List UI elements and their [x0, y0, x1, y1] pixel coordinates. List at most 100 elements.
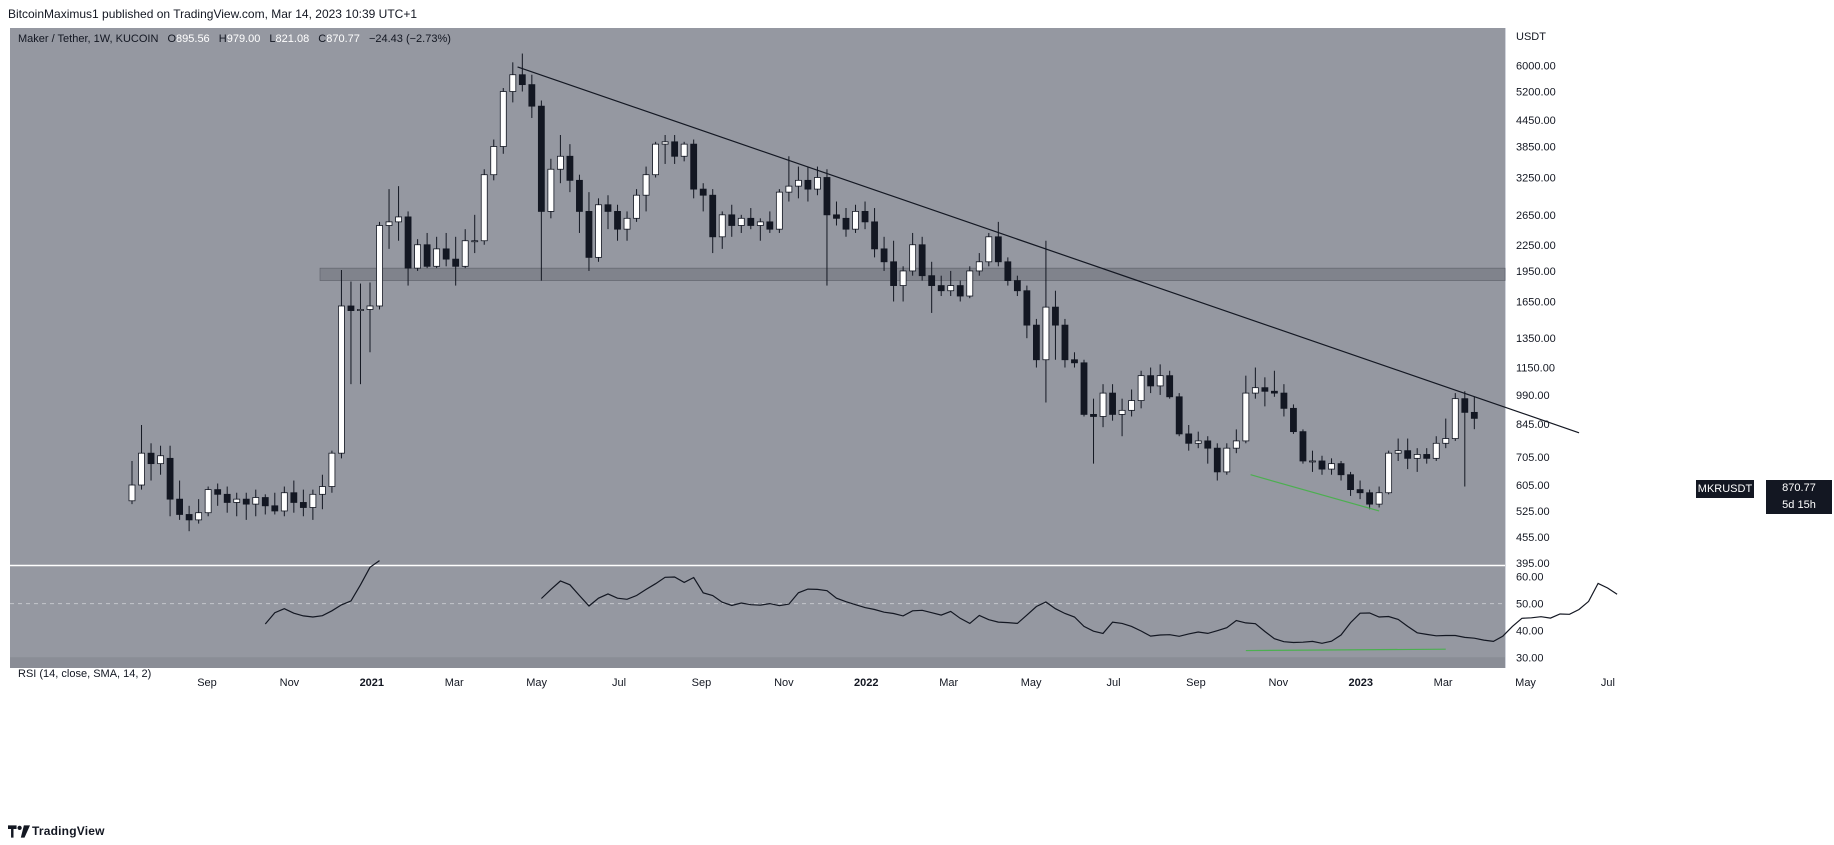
candle-down	[671, 141, 679, 157]
candle-down	[347, 305, 355, 311]
candle-up	[461, 240, 469, 267]
close-value: 870.77	[326, 33, 360, 45]
candle-up	[1118, 409, 1126, 415]
candle-down	[928, 275, 936, 286]
candle-down	[861, 211, 869, 223]
candle-down	[747, 217, 755, 226]
candle-up	[1128, 400, 1135, 411]
symbol-legend[interactable]: Maker / Tether, 1W, KUCOIN O895.56 H979.…	[18, 33, 451, 45]
candle-up	[376, 225, 383, 307]
rsi-line	[540, 576, 1618, 644]
candle-up	[814, 177, 821, 190]
descending-trendline	[517, 66, 1580, 434]
candle-down	[1423, 454, 1431, 459]
rsi-title[interactable]: RSI (14, close, SMA, 14, 2)	[18, 668, 152, 680]
candle-down	[585, 211, 593, 258]
candle-down	[1261, 387, 1269, 392]
candle-down	[614, 211, 621, 230]
close-label: C	[318, 33, 327, 45]
rsi-tick-label: 60.00	[1516, 572, 1544, 584]
candle-down	[566, 155, 574, 181]
candle-down	[937, 285, 945, 292]
candle-down	[537, 105, 545, 212]
candle-down	[423, 244, 431, 267]
candle-up	[1413, 454, 1421, 459]
candle-up	[557, 155, 564, 170]
bar-countdown: 5d 15h	[1782, 499, 1816, 511]
candlestick-chart[interactable]: USDT 6000.00 5200.00 4450.00 3850.00 3250.00 2…	[10, 28, 1834, 818]
candle-down	[871, 221, 878, 250]
candle-down	[833, 214, 840, 219]
candle-down	[1023, 290, 1031, 326]
price-tick-label: 705.00	[1516, 452, 1550, 464]
candle-up	[233, 498, 241, 503]
candle-down	[1271, 390, 1278, 394]
chart-frame[interactable]: USDT 6000.00 5200.00 4450.00 3850.00 3250.00 2…	[10, 28, 1834, 818]
candle-down	[699, 188, 707, 196]
candle-up	[1099, 392, 1107, 417]
candle-up	[1156, 375, 1164, 387]
candle-up	[642, 174, 650, 196]
candle-up	[318, 486, 326, 495]
candle-down	[299, 502, 307, 508]
candle-up	[633, 194, 640, 219]
candle-down	[1033, 324, 1040, 361]
time-tick-label: Mar	[1434, 677, 1453, 689]
rsi-panel	[10, 566, 1505, 668]
candle-up	[1251, 387, 1259, 394]
candle-up	[775, 191, 783, 230]
candle-up	[414, 244, 422, 269]
candle-up	[433, 248, 441, 267]
open-value: 895.56	[176, 33, 210, 45]
tradingview-brand[interactable]: TradingView	[32, 824, 105, 838]
candle-down	[404, 216, 412, 269]
price-tick-label: 6000.00	[1516, 60, 1556, 72]
high-label: H	[218, 33, 227, 45]
low-label: L	[269, 33, 276, 45]
time-tick-label: May	[526, 677, 547, 689]
rsi-value: 53.51	[158, 668, 186, 680]
price-tick-label: 1350.00	[1516, 333, 1556, 345]
rsi-legend[interactable]: RSI (14, close, SMA, 14, 2) 53.51 Ø Ø	[18, 668, 217, 680]
time-axis-bg	[10, 668, 1834, 818]
time-tick-label: 2021	[360, 677, 384, 689]
change-value: −24.43 (−2.73%)	[368, 33, 451, 45]
time-tick-label: Mar	[445, 677, 464, 689]
time-tick-label: May	[1515, 677, 1536, 689]
candle-down	[1461, 398, 1469, 413]
time-tick-label: 2022	[854, 677, 878, 689]
price-tick-label: 3250.00	[1516, 172, 1556, 184]
price-panel	[10, 28, 1505, 565]
rsi-tick-label: 40.00	[1516, 625, 1544, 637]
candle-down	[1280, 392, 1288, 409]
candle-down	[1318, 460, 1326, 470]
candle-up	[1442, 438, 1450, 444]
price-divergence-line	[1250, 474, 1380, 512]
candle-down	[604, 204, 612, 212]
candle-up	[795, 179, 802, 187]
candle-down	[166, 457, 174, 500]
candle-down	[823, 177, 831, 216]
candle-up	[280, 492, 288, 512]
candle-down	[1147, 375, 1155, 387]
price-tick-label: 2250.00	[1516, 240, 1556, 252]
candle-up	[338, 305, 345, 454]
candle-up	[547, 168, 555, 212]
rsi-na-2: Ø	[208, 668, 218, 680]
candle-down	[1290, 407, 1297, 433]
symbol-title[interactable]: Maker / Tether, 1W, KUCOIN	[18, 33, 159, 45]
price-tick-label: 5200.00	[1516, 87, 1556, 99]
candle-up	[138, 452, 145, 486]
candle-up	[1375, 492, 1383, 505]
candle-down	[1166, 375, 1174, 398]
tradingview-logo-icon[interactable]	[8, 825, 30, 838]
candle-up	[680, 143, 688, 157]
candle-down	[242, 498, 250, 505]
candle-down	[1080, 362, 1088, 415]
candle-down	[1004, 261, 1012, 281]
candle-up	[985, 236, 993, 263]
candle-down	[1347, 474, 1354, 491]
rsi-line	[264, 560, 380, 625]
candle-up	[328, 452, 336, 487]
candle-up	[309, 493, 317, 508]
